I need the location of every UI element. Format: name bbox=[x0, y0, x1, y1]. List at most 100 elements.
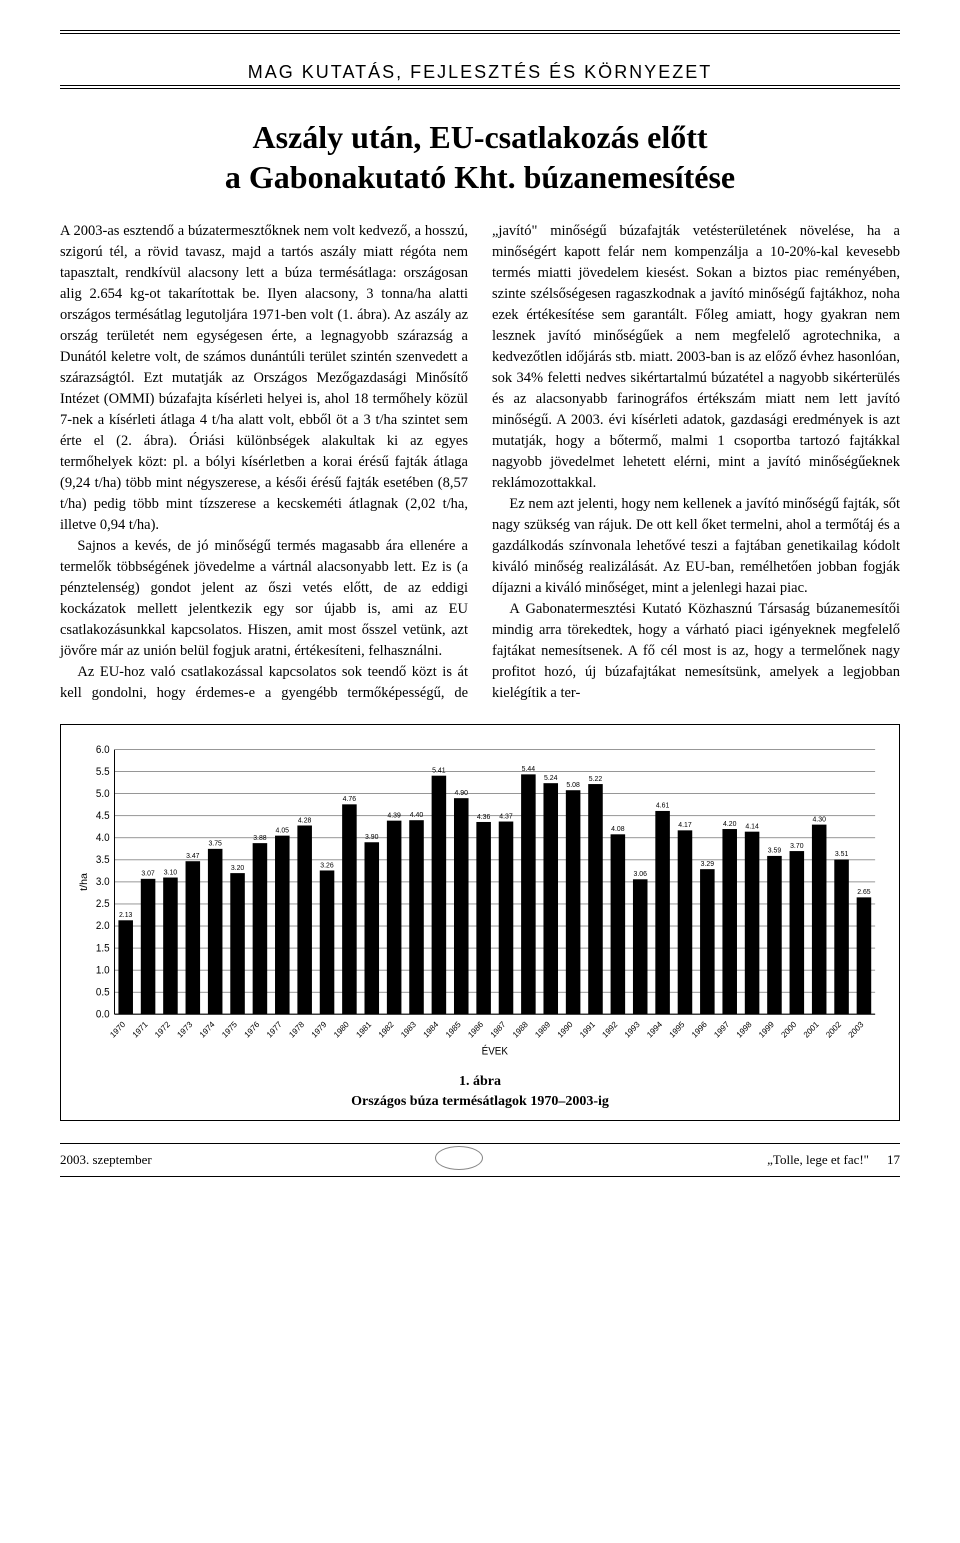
svg-text:5.24: 5.24 bbox=[544, 773, 557, 782]
svg-text:6.0: 6.0 bbox=[96, 745, 110, 756]
svg-text:1994: 1994 bbox=[645, 1020, 664, 1040]
svg-text:3.26: 3.26 bbox=[320, 860, 333, 869]
svg-text:3.5: 3.5 bbox=[96, 855, 110, 866]
svg-text:3.59: 3.59 bbox=[768, 846, 781, 855]
svg-text:3.07: 3.07 bbox=[141, 869, 154, 878]
svg-text:1977: 1977 bbox=[265, 1020, 284, 1040]
svg-text:1979: 1979 bbox=[310, 1020, 329, 1040]
paragraph: Ez nem azt jelenti, hogy nem kellenek a … bbox=[492, 494, 900, 599]
svg-text:5.08: 5.08 bbox=[566, 780, 579, 789]
svg-text:4.5: 4.5 bbox=[96, 811, 110, 822]
article-title-line1: Aszály után, EU-csatlakozás előtt bbox=[252, 119, 707, 155]
svg-text:4.30: 4.30 bbox=[812, 815, 825, 824]
paragraph: A Gabonatermesztési Kutató Közhasznú Tár… bbox=[492, 599, 900, 704]
svg-text:2003: 2003 bbox=[847, 1020, 866, 1040]
svg-text:4.90: 4.90 bbox=[455, 788, 468, 797]
svg-text:2001: 2001 bbox=[802, 1020, 821, 1040]
svg-text:1992: 1992 bbox=[601, 1020, 620, 1040]
svg-text:1984: 1984 bbox=[422, 1020, 441, 1040]
svg-text:3.88: 3.88 bbox=[253, 833, 266, 842]
svg-text:1999: 1999 bbox=[757, 1020, 776, 1040]
svg-text:2000: 2000 bbox=[780, 1020, 799, 1040]
section-header: MAG KUTATÁS, FEJLESZTÉS ÉS KÖRNYEZET bbox=[60, 62, 900, 83]
svg-text:4.20: 4.20 bbox=[723, 819, 736, 828]
svg-text:5.22: 5.22 bbox=[589, 774, 602, 783]
svg-text:3.70: 3.70 bbox=[790, 841, 803, 850]
svg-text:1978: 1978 bbox=[287, 1020, 306, 1040]
bar-chart: 0.0 0.5 1.0 1.5 2.0 2.5 3.0 3.5 4.0 4.5 5.0 5.5 6.0 t… bbox=[75, 739, 885, 1059]
svg-text:1985: 1985 bbox=[444, 1020, 463, 1040]
footer-motto: „Tolle, lege et fac!" bbox=[767, 1152, 869, 1168]
svg-text:1980: 1980 bbox=[332, 1020, 351, 1040]
footer-page-number: 17 bbox=[887, 1152, 900, 1168]
svg-text:1975: 1975 bbox=[220, 1020, 239, 1040]
header-rule-top bbox=[60, 30, 900, 34]
svg-text:1998: 1998 bbox=[735, 1020, 754, 1040]
svg-text:4.61: 4.61 bbox=[656, 801, 669, 810]
caption-line1: 1. ábra bbox=[459, 1074, 501, 1089]
svg-text:4.0: 4.0 bbox=[96, 833, 110, 844]
svg-text:2.13: 2.13 bbox=[119, 910, 132, 919]
svg-text:1997: 1997 bbox=[713, 1020, 732, 1040]
svg-text:1996: 1996 bbox=[690, 1020, 709, 1040]
svg-text:4.36: 4.36 bbox=[477, 812, 490, 821]
svg-text:4.39: 4.39 bbox=[387, 811, 400, 820]
svg-text:1.5: 1.5 bbox=[96, 943, 110, 954]
svg-text:5.41: 5.41 bbox=[432, 766, 445, 775]
svg-text:3.10: 3.10 bbox=[164, 867, 177, 876]
svg-text:4.40: 4.40 bbox=[410, 810, 423, 819]
svg-text:4.17: 4.17 bbox=[678, 820, 691, 829]
svg-text:2002: 2002 bbox=[824, 1020, 843, 1040]
svg-text:5.5: 5.5 bbox=[96, 767, 110, 778]
svg-text:0.0: 0.0 bbox=[96, 1009, 110, 1020]
svg-text:3.20: 3.20 bbox=[231, 863, 244, 872]
article-body: A 2003-as esztendő a búzatermesztőknek n… bbox=[60, 221, 900, 704]
svg-text:t/ha: t/ha bbox=[79, 873, 90, 891]
svg-text:1973: 1973 bbox=[176, 1020, 195, 1040]
paragraph: A 2003-as esztendő a búzatermesztőknek n… bbox=[60, 221, 468, 536]
svg-text:1986: 1986 bbox=[466, 1020, 485, 1040]
svg-text:3.29: 3.29 bbox=[701, 859, 714, 868]
svg-text:5.0: 5.0 bbox=[96, 789, 110, 800]
svg-text:1993: 1993 bbox=[623, 1020, 642, 1040]
svg-text:3.75: 3.75 bbox=[208, 839, 221, 848]
svg-text:2.65: 2.65 bbox=[857, 887, 870, 896]
svg-text:1.0: 1.0 bbox=[96, 965, 110, 976]
svg-text:1989: 1989 bbox=[534, 1020, 553, 1040]
svg-text:4.37: 4.37 bbox=[499, 811, 512, 820]
header-rule-bottom bbox=[60, 85, 900, 89]
publisher-logo-icon bbox=[435, 1146, 483, 1170]
svg-text:1982: 1982 bbox=[377, 1020, 396, 1040]
svg-text:1976: 1976 bbox=[243, 1020, 262, 1040]
svg-text:1971: 1971 bbox=[131, 1020, 150, 1040]
svg-text:3.47: 3.47 bbox=[186, 851, 199, 860]
svg-text:2.5: 2.5 bbox=[96, 899, 110, 910]
chart-caption: 1. ábra Országos búza termésátlagok 1970… bbox=[75, 1072, 885, 1111]
svg-text:1974: 1974 bbox=[198, 1020, 217, 1040]
chart-figure: 0.0 0.5 1.0 1.5 2.0 2.5 3.0 3.5 4.0 4.5 5.0 5.5 6.0 t… bbox=[60, 724, 900, 1120]
svg-text:1983: 1983 bbox=[399, 1020, 418, 1040]
svg-text:1970: 1970 bbox=[109, 1020, 128, 1040]
footer-date: 2003. szeptember bbox=[60, 1152, 152, 1168]
svg-text:4.14: 4.14 bbox=[745, 822, 758, 831]
svg-text:2.0: 2.0 bbox=[96, 921, 110, 932]
svg-text:5.44: 5.44 bbox=[522, 764, 535, 773]
svg-text:3.51: 3.51 bbox=[835, 849, 848, 858]
svg-text:1972: 1972 bbox=[153, 1020, 172, 1040]
page-footer: 2003. szeptember „Tolle, lege et fac!" 1… bbox=[60, 1143, 900, 1177]
svg-text:ÉVEK: ÉVEK bbox=[482, 1045, 508, 1058]
svg-text:0.5: 0.5 bbox=[96, 987, 110, 998]
svg-text:4.76: 4.76 bbox=[343, 794, 356, 803]
svg-text:4.28: 4.28 bbox=[298, 815, 311, 824]
caption-line2: Országos búza termésátlagok 1970–2003-ig bbox=[351, 1094, 609, 1109]
article-title: Aszály után, EU-csatlakozás előtt a Gabo… bbox=[60, 117, 900, 197]
svg-text:3.90: 3.90 bbox=[365, 832, 378, 841]
footer-logo-wrap bbox=[152, 1146, 767, 1174]
svg-text:4.08: 4.08 bbox=[611, 824, 624, 833]
paragraph: Sajnos a kevés, de jó minőségű termés ma… bbox=[60, 536, 468, 662]
svg-text:3.06: 3.06 bbox=[634, 869, 647, 878]
svg-text:1990: 1990 bbox=[556, 1020, 575, 1040]
svg-text:3.0: 3.0 bbox=[96, 877, 110, 888]
svg-text:1995: 1995 bbox=[668, 1020, 687, 1040]
svg-text:1981: 1981 bbox=[355, 1020, 374, 1040]
